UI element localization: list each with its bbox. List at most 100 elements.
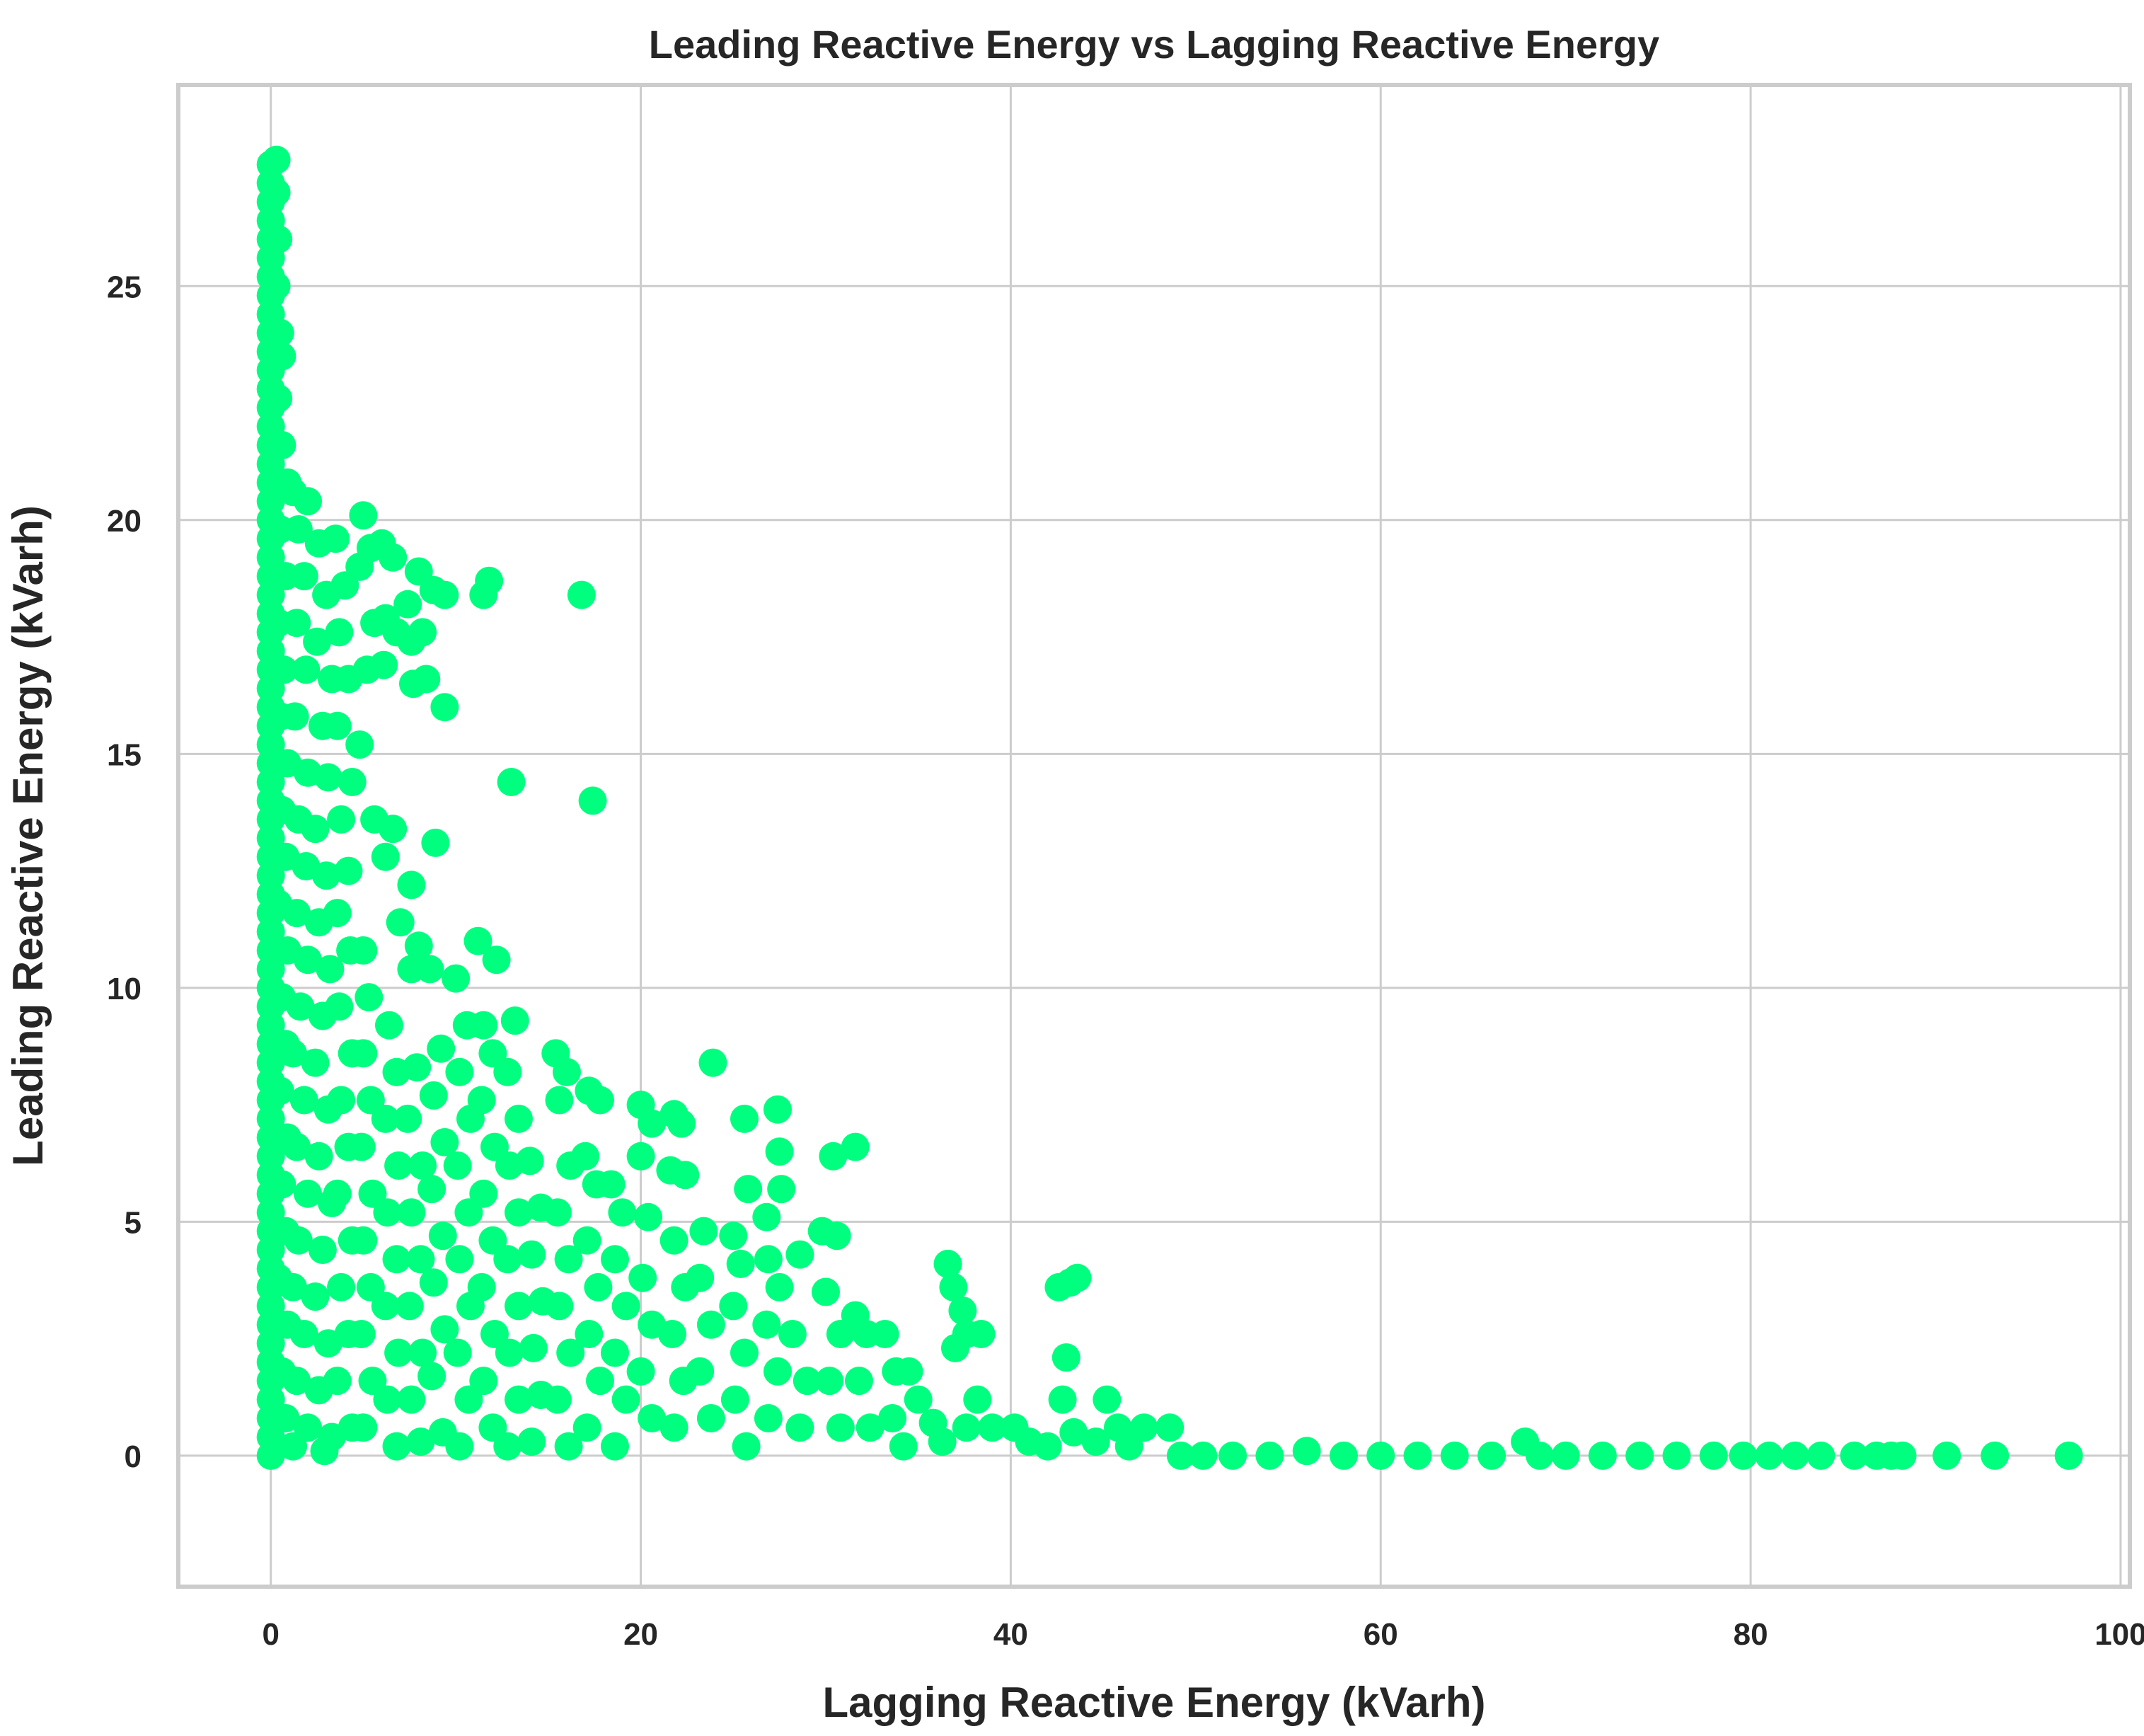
data-point xyxy=(596,1170,626,1199)
data-point xyxy=(382,1432,411,1461)
data-point xyxy=(282,1367,311,1396)
data-point xyxy=(1166,1441,1195,1470)
data-point xyxy=(517,1427,546,1456)
data-point xyxy=(408,1151,437,1180)
y-tick-label: 0 xyxy=(125,1439,142,1474)
data-point xyxy=(963,1385,992,1414)
data-point xyxy=(763,1095,792,1124)
data-point xyxy=(686,1263,715,1292)
data-point xyxy=(638,1109,667,1138)
grid-lines xyxy=(178,85,2130,1587)
data-point xyxy=(264,384,293,413)
data-point xyxy=(601,1338,629,1367)
x-tick-label: 80 xyxy=(1734,1617,1768,1652)
data-point xyxy=(304,1142,333,1171)
data-point xyxy=(554,1432,583,1461)
data-point xyxy=(1403,1441,1432,1470)
data-point xyxy=(327,805,356,834)
data-point xyxy=(1551,1441,1580,1470)
data-point xyxy=(1129,1413,1158,1442)
data-point xyxy=(313,763,342,792)
data-point xyxy=(282,899,311,928)
data-point xyxy=(495,1338,524,1367)
data-point xyxy=(294,1179,322,1208)
data-point xyxy=(349,1413,378,1442)
data-point xyxy=(493,1245,522,1274)
x-tick-label: 100 xyxy=(2094,1617,2144,1652)
data-point xyxy=(671,1161,700,1190)
data-point xyxy=(421,828,450,857)
data-point xyxy=(271,1404,300,1432)
data-point xyxy=(469,1179,498,1208)
data-point xyxy=(793,1367,822,1396)
data-point xyxy=(427,1034,456,1063)
data-point xyxy=(267,431,296,459)
data-point xyxy=(428,1221,457,1251)
data-point xyxy=(543,1385,572,1414)
data-point xyxy=(467,1272,496,1301)
data-point xyxy=(301,815,330,844)
data-point xyxy=(282,1132,311,1161)
data-point xyxy=(467,1086,496,1115)
data-point xyxy=(1189,1441,1218,1470)
data-point xyxy=(611,1385,640,1414)
data-point xyxy=(1806,1441,1835,1470)
data-point xyxy=(719,1292,748,1321)
data-point xyxy=(812,1277,840,1306)
data-point xyxy=(505,1292,533,1321)
data-point xyxy=(659,1226,688,1255)
data-point xyxy=(575,1320,604,1348)
data-point xyxy=(371,1292,400,1321)
data-point xyxy=(265,318,294,347)
data-point xyxy=(928,1427,957,1456)
data-point xyxy=(310,1437,339,1466)
data-point xyxy=(408,618,437,647)
data-point xyxy=(482,945,511,975)
data-point xyxy=(689,1217,718,1246)
data-point xyxy=(752,1310,781,1339)
x-axis-label: Lagging Reactive Energy (kVarh) xyxy=(823,1679,1486,1726)
x-tick-label: 40 xyxy=(993,1617,1028,1652)
y-tick-label: 10 xyxy=(107,972,142,1006)
data-point xyxy=(765,1137,794,1166)
data-point xyxy=(382,1245,411,1274)
data-point xyxy=(1330,1441,1358,1470)
data-point xyxy=(397,1198,426,1227)
data-point xyxy=(586,1086,614,1115)
data-point xyxy=(1255,1441,1284,1470)
data-point xyxy=(948,1297,977,1325)
data-point xyxy=(323,711,352,740)
data-point xyxy=(334,856,363,885)
data-point xyxy=(855,1413,884,1442)
data-point xyxy=(445,1245,474,1274)
data-point xyxy=(497,768,526,796)
data-point xyxy=(412,665,441,694)
data-point xyxy=(289,562,318,591)
data-point xyxy=(419,1268,448,1297)
data-point xyxy=(628,1263,657,1292)
data-point xyxy=(349,1039,378,1068)
data-point xyxy=(1081,1427,1110,1456)
data-point xyxy=(1048,1385,1077,1414)
data-point xyxy=(347,1132,376,1161)
data-point xyxy=(397,870,426,899)
x-tick-label: 0 xyxy=(262,1617,279,1652)
data-point xyxy=(469,1367,498,1396)
data-point xyxy=(719,1221,748,1251)
data-point xyxy=(417,1175,446,1204)
data-point xyxy=(904,1385,933,1414)
data-point xyxy=(1033,1432,1062,1461)
data-point xyxy=(1477,1441,1506,1470)
data-point xyxy=(1625,1441,1654,1470)
data-point xyxy=(1051,1343,1080,1372)
data-point xyxy=(763,1357,792,1386)
data-point xyxy=(323,899,352,928)
data-point xyxy=(323,1367,352,1396)
data-point xyxy=(430,1315,459,1344)
data-point xyxy=(294,945,322,975)
data-point xyxy=(292,655,321,684)
data-point xyxy=(443,1151,472,1180)
data-point xyxy=(572,1413,601,1442)
